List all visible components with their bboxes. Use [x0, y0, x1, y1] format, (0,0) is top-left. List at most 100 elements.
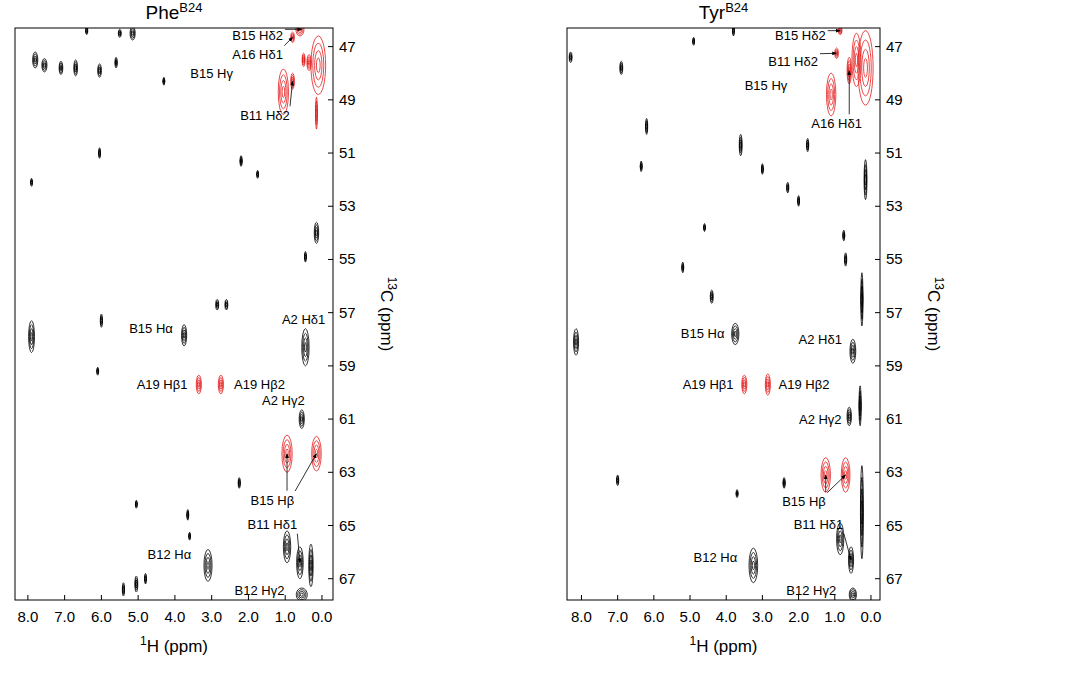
contour [99, 148, 101, 159]
contour [197, 378, 201, 392]
contour [99, 69, 101, 72]
y-axis-title-superscript: 13 [385, 277, 399, 291]
peak [86, 28, 88, 35]
contour [733, 29, 735, 32]
contour [859, 391, 861, 421]
x-tick [27, 595, 28, 600]
contour [693, 40, 695, 42]
contour [316, 97, 318, 129]
contour [284, 535, 290, 559]
peak [849, 588, 856, 600]
contour [693, 39, 695, 43]
panel-title: TyrB24 [699, 0, 749, 23]
y-axis-title: 13C (ppm) [924, 277, 946, 352]
contour [315, 228, 317, 239]
contour [304, 338, 308, 357]
contour [257, 170, 259, 178]
contour [861, 477, 863, 547]
x-tick-label: 6.0 [91, 608, 112, 625]
peak [99, 148, 101, 159]
peak [736, 490, 738, 498]
contour [704, 224, 706, 232]
contour [225, 301, 227, 309]
contour [855, 53, 857, 66]
y-tick [328, 472, 333, 473]
peak [238, 478, 240, 489]
contour [189, 533, 191, 539]
contour [574, 332, 578, 352]
contour [136, 582, 138, 586]
y-tick-label: 57 [339, 304, 356, 321]
peak [115, 57, 117, 68]
contour [226, 303, 228, 306]
contour [848, 414, 850, 419]
plot-frame [567, 28, 880, 600]
contour [135, 500, 137, 508]
peak [135, 500, 137, 508]
contour [206, 557, 210, 573]
contour [216, 299, 219, 310]
contour [316, 230, 318, 235]
contour [852, 593, 854, 596]
contour [640, 161, 642, 172]
leader-arrow [284, 37, 292, 45]
peak [821, 458, 830, 493]
peak [858, 31, 873, 105]
peak-label: A2 Hδ1 [282, 312, 325, 327]
contour [220, 382, 222, 387]
contour [291, 75, 294, 87]
contour [198, 380, 201, 389]
contour [189, 532, 191, 540]
contour [218, 375, 223, 394]
contour [101, 319, 103, 322]
peak [850, 339, 856, 363]
contour [310, 560, 312, 571]
leader-arrow [827, 475, 845, 493]
peak-label: B11 Hδ1 [248, 517, 298, 532]
contour [861, 286, 863, 313]
contour [308, 61, 310, 65]
contour [853, 40, 860, 80]
contour [189, 535, 191, 537]
x-tick [174, 595, 175, 600]
contour [761, 164, 763, 175]
contour [847, 407, 851, 426]
y-tick-label: 59 [886, 357, 903, 374]
contour [298, 555, 301, 571]
contour [848, 412, 850, 421]
peak [122, 583, 124, 596]
y-axis-title: 13C (ppm) [377, 277, 399, 352]
contour [861, 279, 863, 319]
contour [309, 544, 313, 587]
contour [575, 339, 577, 346]
peak [845, 253, 847, 266]
peak [218, 375, 223, 394]
contour [682, 263, 684, 271]
contour [135, 578, 137, 590]
contour [145, 575, 147, 583]
contour [299, 591, 305, 598]
peak [31, 178, 33, 186]
contour [783, 479, 785, 487]
contour [131, 28, 135, 38]
contour [187, 511, 189, 519]
contour [216, 303, 218, 306]
y-tick [328, 206, 333, 207]
y-tick-label: 63 [886, 463, 903, 480]
contour [300, 593, 303, 596]
y-tick-label: 61 [886, 410, 903, 427]
peak [29, 321, 35, 353]
contour [860, 466, 863, 559]
contour [859, 386, 861, 426]
leader-arrow [844, 534, 851, 560]
contour [97, 367, 99, 375]
contour [101, 317, 103, 324]
peak-label: A16 Hδ1 [232, 47, 283, 62]
contour [44, 64, 46, 67]
contour [75, 66, 77, 70]
x-tick-label: 2.0 [238, 608, 259, 625]
peak [204, 549, 212, 581]
peak [42, 59, 47, 72]
contour [849, 588, 856, 600]
contour [742, 375, 747, 394]
